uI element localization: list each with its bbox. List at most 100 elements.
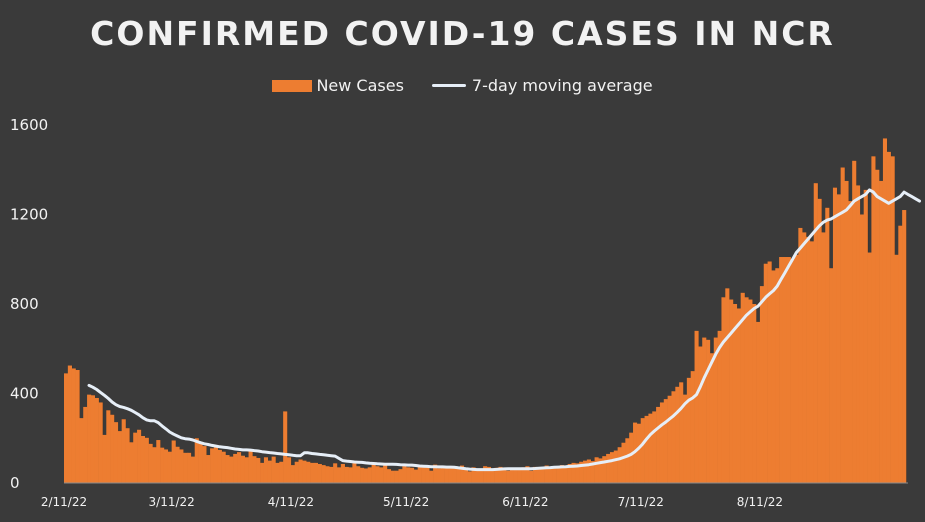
bar [533,466,538,483]
x-tick-label: 8/11/22 [737,495,783,509]
bar [467,471,472,483]
bar [325,466,330,483]
bar [517,469,522,483]
y-tick-label: 1200 [10,206,48,224]
bar [871,156,876,483]
bar [717,330,722,483]
chart-title: CONFIRMED COVID-19 CASES IN NCR [90,14,835,53]
legend-line-swatch [431,84,466,87]
x-tick-label: 5/11/22 [383,495,429,509]
bar [694,330,699,483]
bar [187,452,192,483]
bar [90,395,96,483]
bar [540,467,545,483]
bar [771,270,776,483]
bar [786,257,791,483]
bar [417,465,422,483]
bar [344,466,349,483]
bar [683,394,688,483]
bar [406,467,411,483]
bar [237,452,242,483]
bar [690,371,695,483]
bar [356,466,361,483]
bar [352,463,357,483]
bar [617,447,622,483]
bar [483,466,488,483]
legend-label-moving-average: 7-day moving average [471,76,653,95]
bar [556,466,561,483]
bar [644,415,649,483]
bar [825,207,830,483]
bar [179,449,184,483]
bar [506,470,511,483]
bar [625,438,630,483]
bar [613,450,618,483]
bar [663,399,668,483]
bar [525,466,530,483]
bar [636,423,642,483]
bar [832,187,838,483]
bar [413,469,419,483]
bar [548,466,553,483]
bar [902,210,907,483]
bar [863,189,868,483]
x-tick-label: 6/11/22 [502,495,548,509]
bar [306,461,311,483]
x-axis-ticks: 2/11/22 3/11/22 4/11/22 5/11/22 6/11/22 7/11/… [41,495,783,509]
legend-item-moving-average: 7-day moving average [431,76,653,95]
bar [598,458,603,483]
bar [302,460,307,483]
bar [106,410,111,483]
bar [67,365,72,483]
y-axis-ticks: 0 400 800 1200 1600 [10,116,48,492]
bar [410,467,415,483]
bar [725,288,730,483]
bar [621,442,626,483]
bar [840,167,845,483]
bar [436,468,442,483]
bar [536,467,542,483]
bar [806,236,811,483]
y-tick-label: 1600 [10,116,48,134]
x-tick-label: 4/11/22 [268,495,314,509]
bar [267,460,272,483]
bar [606,453,611,483]
legend-bar-swatch [272,79,313,92]
bar [798,227,803,483]
bar [233,453,238,483]
bar [829,268,834,483]
bar [702,337,707,483]
bar [298,459,303,483]
x-tick-label: 7/11/22 [618,495,664,509]
bar [379,467,384,483]
bar [779,257,784,483]
bar [640,418,645,483]
bar [183,452,188,483]
bar [321,465,326,483]
bar [775,268,780,483]
bar [763,263,768,483]
bar [648,413,653,483]
bar [194,438,199,483]
bar [117,431,122,483]
bar [513,467,518,483]
bar [563,465,568,483]
bar [652,411,657,483]
bar [609,452,615,483]
bar [583,460,588,483]
bar [856,185,861,483]
bar [544,465,549,483]
bar [294,461,299,483]
bar [729,299,734,483]
bar [882,138,888,484]
bar [852,160,857,484]
y-tick-label: 0 [10,474,20,492]
bar [317,463,322,483]
bar [171,440,176,483]
bar [390,470,395,483]
bar [102,434,107,483]
bar [210,448,215,483]
bar [279,461,284,483]
bar [732,304,738,483]
